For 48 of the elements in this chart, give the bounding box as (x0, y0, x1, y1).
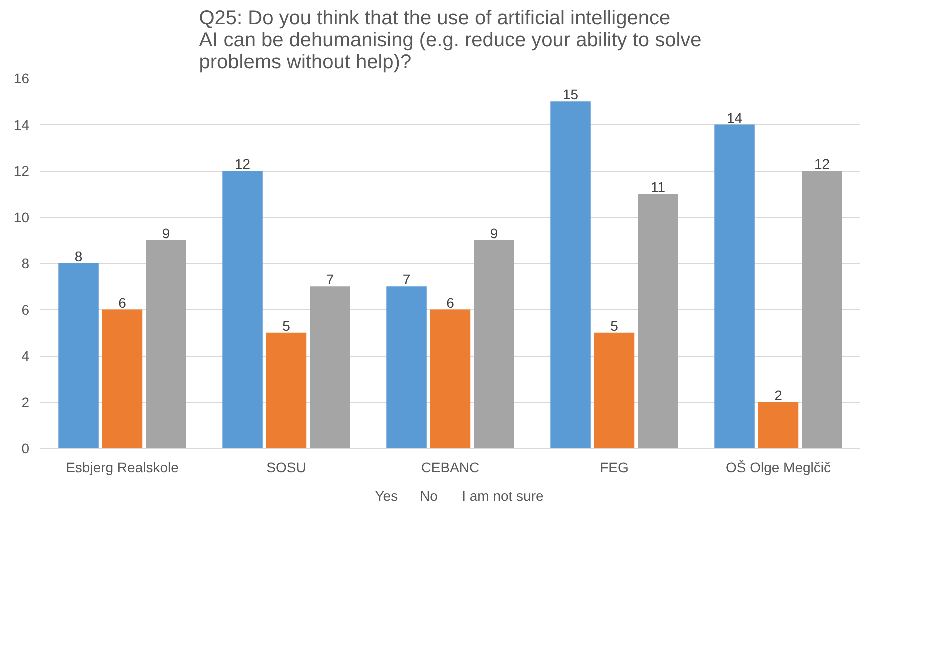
data-label: 12 (814, 156, 830, 172)
y-tick-label: 6 (22, 302, 30, 318)
chart-title: Q25: Do you think that the use of artificial intelligence AI can be dehumanising (e.g. reduce your ability to solve problems without help)? (199, 8, 702, 74)
y-tick-label: 4 (22, 348, 30, 364)
data-label: 7 (326, 272, 334, 288)
data-label: 6 (118, 294, 127, 311)
x-tick-label: CEBANC (421, 460, 480, 476)
bar (550, 102, 591, 448)
y-tick-label: 10 (14, 209, 30, 226)
bar (266, 332, 307, 448)
text: I am not sure (462, 488, 544, 504)
data-label: 12 (234, 156, 251, 172)
bar (758, 402, 799, 448)
data-label: 2 (774, 387, 783, 404)
data-label: 9 (162, 225, 170, 242)
data-label: 6 (446, 294, 455, 311)
bar (386, 286, 427, 448)
y-tick-label: 16 (14, 70, 30, 86)
data-label: 7 (402, 272, 411, 288)
data-label: 5 (610, 318, 619, 334)
x-tick-label: Esbjerg Realskole (66, 460, 180, 476)
bar (430, 310, 471, 448)
data-label: 15 (562, 86, 579, 103)
bar (714, 124, 755, 448)
bar (146, 240, 186, 448)
text: No (420, 488, 439, 504)
data-label: 9 (490, 225, 498, 242)
bar (222, 171, 263, 448)
data-label: 8 (74, 248, 83, 264)
bar (58, 264, 99, 448)
y-tick-label: 14 (14, 116, 30, 133)
x-tick-label: FEG (600, 460, 629, 476)
bar (638, 194, 678, 448)
bar (594, 332, 635, 448)
y-tick-label: 12 (14, 163, 30, 179)
bar (474, 240, 514, 448)
data-label: 14 (726, 110, 743, 126)
bar (102, 310, 143, 448)
data-label: 5 (282, 318, 291, 334)
text: Yes (375, 488, 398, 504)
y-tick-label: 0 (22, 440, 30, 456)
x-tick-label: SOSU (266, 460, 306, 476)
bar (802, 171, 842, 448)
data-label: 11 (650, 179, 666, 196)
x-tick-label: OŠ Olge Meglčič (726, 460, 832, 476)
bar (310, 286, 350, 448)
y-tick-label: 2 (22, 394, 30, 410)
y-tick-label: 8 (22, 256, 30, 272)
